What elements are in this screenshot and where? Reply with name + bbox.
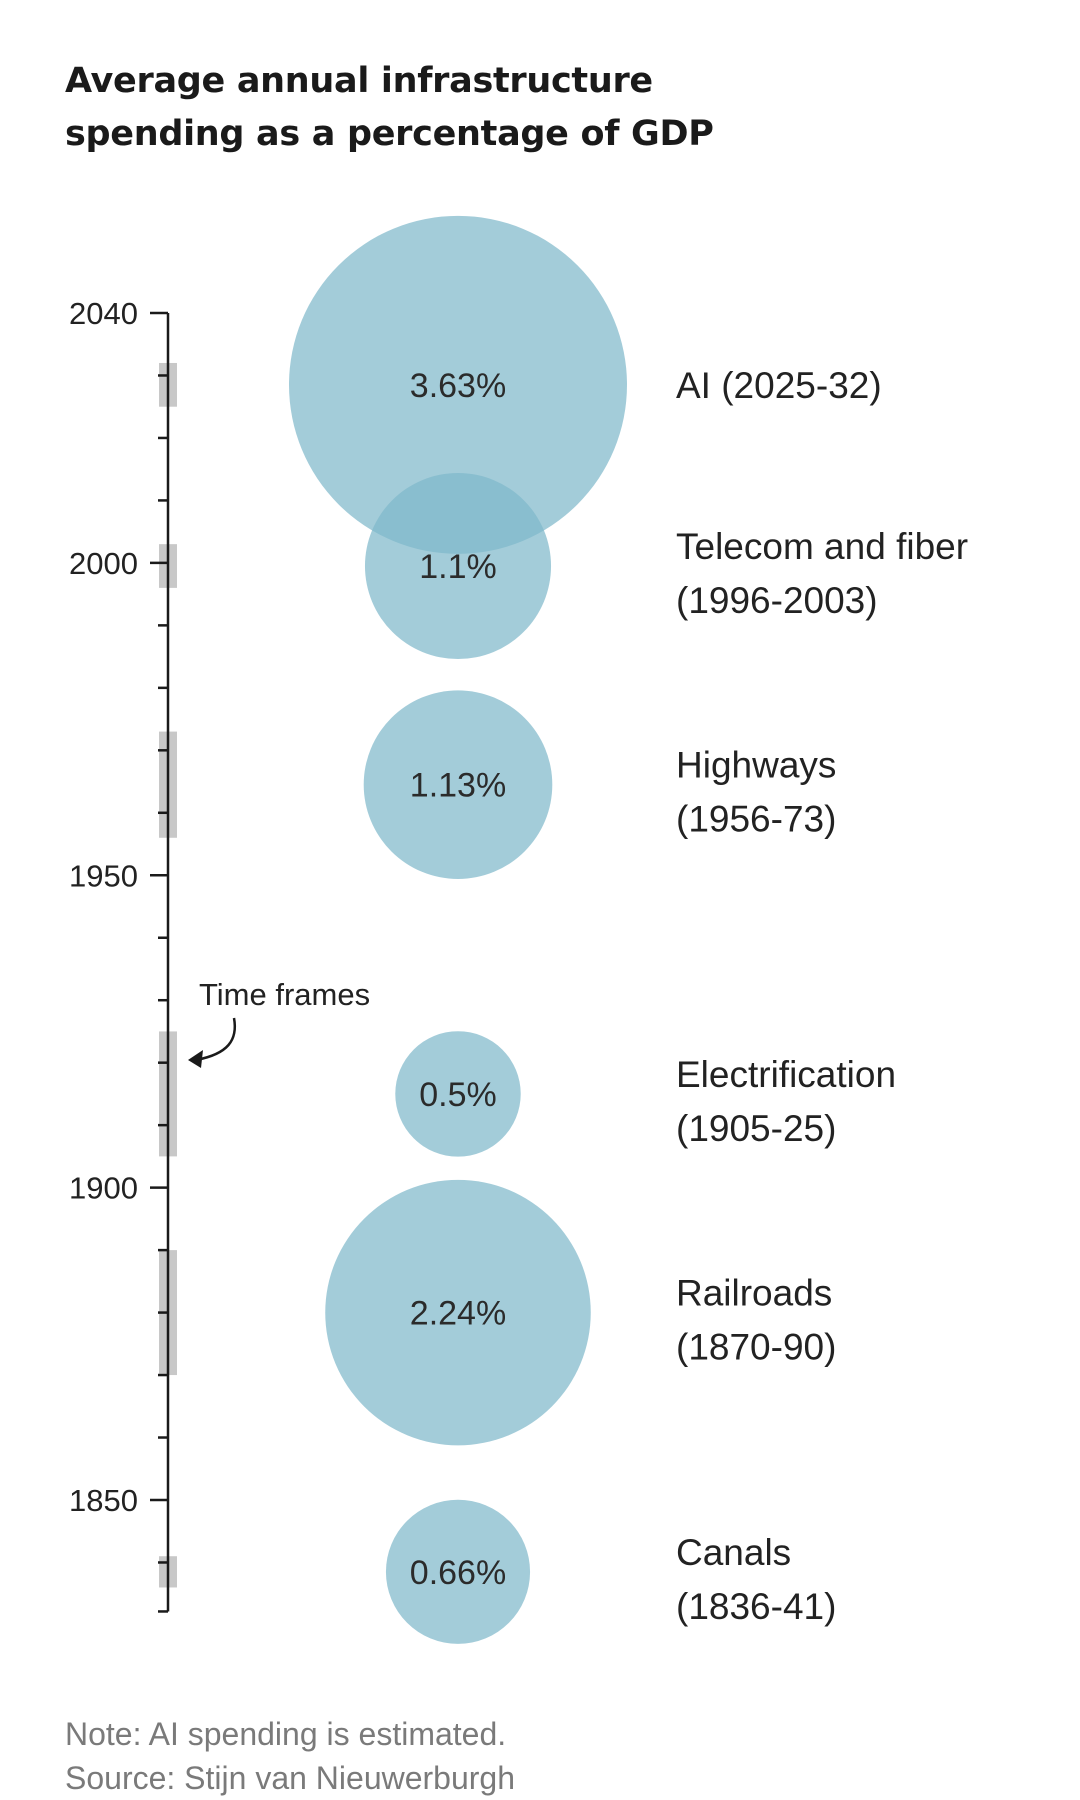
annotation-arrow: [195, 1017, 237, 1062]
series-label-years: (1870-90): [676, 1327, 836, 1368]
tick-label-2040: 2040: [69, 296, 138, 331]
tick-label-1900: 1900: [69, 1171, 138, 1206]
time-frames-annotation: Time frames: [188, 977, 370, 1068]
series-label: Electrification: [676, 1054, 896, 1095]
bubbles-layer: [289, 215, 627, 1644]
annotation-arrowhead: [188, 1050, 203, 1068]
source-text: Source: Stijn van Nieuwerburgh: [65, 1760, 516, 1796]
series-label: Canals: [676, 1532, 791, 1573]
series-label: AI (2025-32): [676, 365, 882, 406]
bubble: [289, 215, 627, 554]
tick-label-1950: 1950: [69, 858, 138, 893]
series-label-years: (1905-25): [676, 1108, 836, 1149]
annotation-label: Time frames: [199, 977, 370, 1012]
bubble: [395, 1031, 521, 1157]
bubble: [325, 1179, 591, 1446]
bubble-value-label: 0.66%: [410, 1554, 506, 1592]
bubble-value-label: 1.13%: [410, 767, 506, 805]
series-label-years: (1836-41): [676, 1586, 836, 1627]
bubble-chart: 2040 2000 1950 1900 1850 Time frames 3.63% AI…: [69, 215, 968, 1644]
series-label: Railroads: [676, 1273, 832, 1314]
bubble-value-label: 2.24%: [410, 1295, 506, 1333]
year-axis: 2040 2000 1950 1900 1850: [69, 296, 170, 1613]
bubble: [363, 690, 553, 879]
bubble-value-label: 1.1%: [419, 548, 497, 586]
bubble-value-label: 3.63%: [410, 367, 506, 405]
bubble: [385, 1499, 531, 1644]
series-label: Telecom and fiber: [676, 526, 968, 567]
labels-layer: 3.63% AI (2025-32) 1.1% Telecom and fiber (1…: [410, 365, 968, 1627]
series-label-years: (1956-73): [676, 799, 836, 840]
tick-label-1850: 1850: [69, 1483, 138, 1518]
tick-label-2000: 2000: [69, 546, 138, 581]
series-label-years: (1996-2003): [676, 580, 878, 621]
chart-title: Average annual infrastructure spending a…: [65, 61, 714, 154]
series-label: Highways: [676, 745, 836, 786]
bubble-value-label: 0.5%: [419, 1076, 497, 1114]
note-block: Note: AI spending is estimated. Source: …: [65, 1712, 965, 1800]
note-text: Note: AI spending is estimated.: [65, 1716, 507, 1752]
bubble: [364, 472, 552, 660]
